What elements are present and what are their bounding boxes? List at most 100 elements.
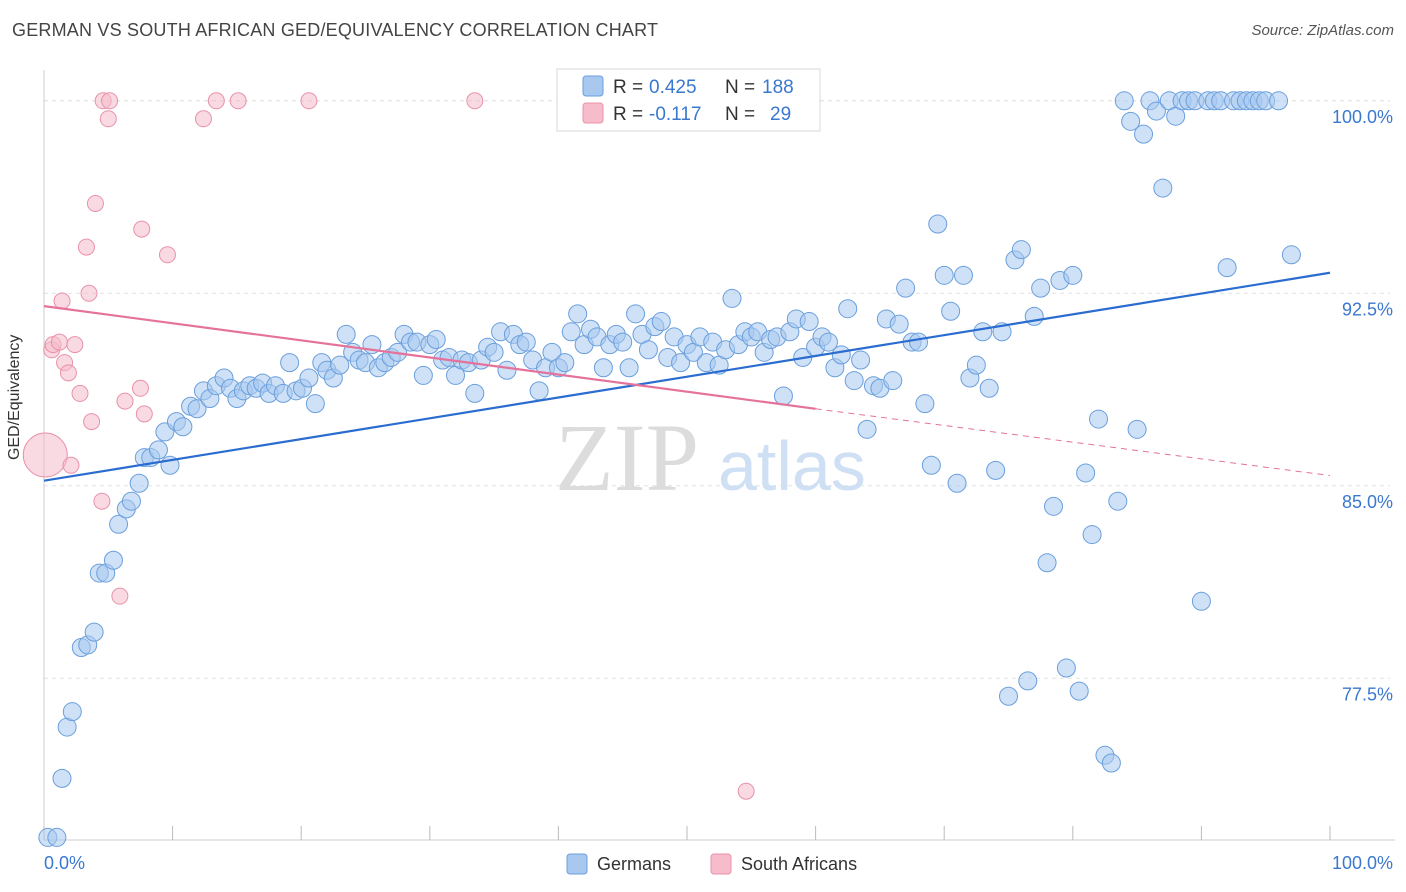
watermark: ZIP atlas: [555, 404, 866, 511]
german-point: [973, 322, 993, 342]
german-point: [613, 332, 633, 352]
german-point: [979, 378, 999, 398]
german-point: [844, 371, 864, 391]
tick-labels: 100.0% 92.5% 85.0% 77.5% 0.0% 100.0%: [44, 107, 1393, 873]
south-african-point: [116, 392, 134, 410]
german-point: [838, 299, 858, 319]
german-point: [568, 304, 588, 324]
germans-trend-line: [43, 271, 1331, 482]
german-point: [330, 355, 350, 375]
german-point: [1108, 491, 1128, 511]
german-point: [883, 371, 903, 391]
german-point: [497, 360, 517, 380]
german-point: [109, 514, 129, 534]
german-point: [516, 332, 536, 352]
south-african-point: [50, 333, 68, 351]
german-point: [305, 394, 325, 414]
german-point: [1037, 553, 1057, 573]
german-point: [1069, 681, 1089, 701]
german-point: [1076, 463, 1096, 483]
german-point: [299, 368, 319, 388]
south-africans-points: [22, 92, 755, 800]
german-point: [529, 381, 549, 401]
german-point: [921, 455, 941, 475]
german-point: [934, 265, 954, 285]
german-point: [1082, 525, 1102, 545]
south-african-point: [80, 284, 98, 302]
south-african-point: [71, 384, 89, 402]
german-point: [928, 214, 948, 234]
german-point: [831, 345, 851, 365]
watermark-atlas: atlas: [718, 427, 866, 505]
german-point: [1269, 91, 1289, 111]
german-point: [889, 314, 909, 334]
german-point: [1191, 591, 1211, 611]
german-point: [1121, 111, 1141, 131]
south-african-point: [93, 492, 111, 510]
german-point: [426, 330, 446, 349]
german-point: [966, 355, 986, 375]
series-legend: Germans South Africans: [566, 853, 857, 875]
german-point: [1146, 101, 1166, 121]
german-point: [84, 622, 104, 642]
german-point: [336, 324, 356, 344]
south-african-point: [99, 110, 117, 128]
german-point: [953, 265, 973, 285]
german-point: [280, 353, 300, 373]
south-african-point: [22, 432, 68, 478]
german-point: [986, 460, 1006, 480]
south-african-point: [737, 782, 755, 800]
south-africans-r-value: -0.117: [649, 104, 701, 125]
south-african-point: [194, 110, 212, 128]
german-point: [52, 768, 72, 788]
german-point: [465, 383, 485, 403]
german-point: [1114, 91, 1134, 111]
german-point: [129, 473, 149, 493]
german-point: [103, 550, 123, 570]
german-point: [896, 278, 916, 298]
south-africans-trend-extension: [815, 408, 1331, 477]
germans-r-label: R =: [613, 77, 643, 98]
german-point: [484, 342, 504, 362]
y-tick-label: 100.0%: [1332, 107, 1393, 127]
south-african-point: [66, 336, 84, 354]
german-point: [121, 491, 141, 511]
correlation-legend: R = 0.425 N = 188 R = -0.117 N = 29: [556, 68, 821, 132]
german-point: [1063, 265, 1083, 285]
german-point: [941, 301, 961, 321]
germans-n-label: N =: [725, 77, 755, 98]
y-tick-label: 77.5%: [1342, 684, 1393, 704]
south-african-point: [207, 92, 225, 110]
south-african-point: [62, 456, 80, 474]
watermark-zip: ZIP: [555, 404, 699, 511]
south-african-point: [131, 379, 149, 397]
german-point: [1044, 496, 1064, 516]
german-point: [908, 332, 928, 352]
south-africans-n-value: 29: [770, 104, 791, 125]
south-african-point: [53, 292, 71, 310]
south-africans-swatch: [582, 102, 604, 124]
german-point: [722, 288, 742, 308]
german-point: [851, 350, 871, 370]
legend-south-africans-label: South Africans: [741, 854, 857, 874]
german-point: [626, 304, 646, 324]
legend-germans-label: Germans: [597, 854, 671, 874]
germans-r-value: 0.425: [649, 77, 697, 98]
german-point: [561, 322, 581, 342]
german-point: [47, 827, 67, 847]
source-label: Source: ZipAtlas.com: [1251, 22, 1394, 39]
y-tick-label: 92.5%: [1342, 299, 1393, 319]
trend-lines: [43, 271, 1331, 482]
south-african-point: [83, 413, 101, 431]
legend-germans-swatch: [566, 853, 588, 875]
german-point: [1011, 240, 1031, 260]
south-african-point: [135, 405, 153, 423]
german-point: [651, 312, 671, 332]
german-point: [187, 399, 207, 419]
german-point: [1134, 124, 1154, 144]
german-point: [148, 440, 168, 460]
south-african-point: [86, 194, 104, 212]
x-tick-label: 100.0%: [1332, 853, 1393, 873]
german-point: [799, 312, 819, 332]
